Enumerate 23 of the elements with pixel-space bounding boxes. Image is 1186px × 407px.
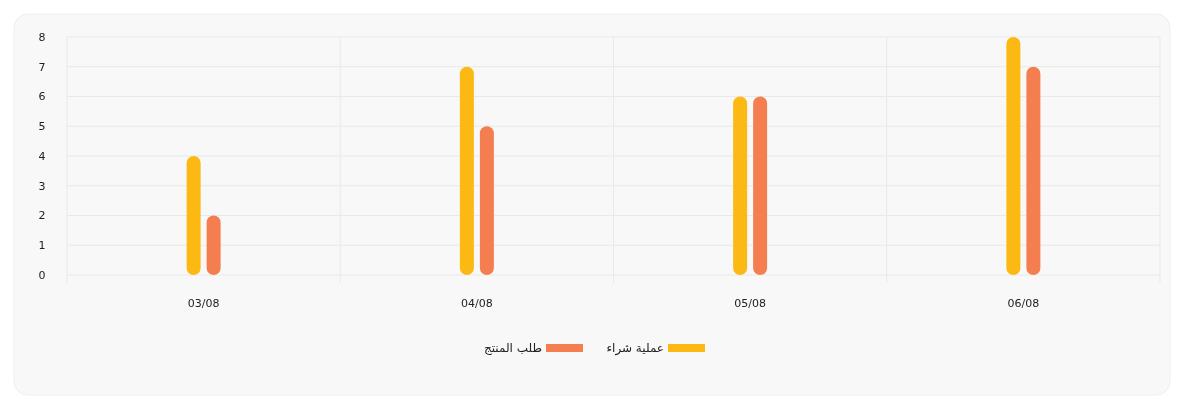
bar: [1026, 66, 1041, 275]
y-tick-label: 6: [38, 90, 46, 104]
bar: [479, 126, 494, 275]
y-tick-label: 8: [38, 30, 46, 44]
bar: [753, 96, 768, 275]
legend-label: عملية شراء: [606, 341, 664, 356]
y-tick-label: 3: [38, 179, 46, 193]
x-tick-label: 03/08: [187, 297, 220, 310]
y-tick-label: 1: [38, 239, 46, 253]
x-tick-label: 06/08: [1007, 297, 1040, 310]
y-tick-label: 7: [38, 60, 46, 74]
y-tick-label: 2: [38, 209, 46, 223]
bar: [206, 215, 221, 275]
legend-label: طلب المنتج: [483, 341, 542, 355]
x-tick-label: 04/08: [461, 297, 493, 310]
y-tick-label: 5: [38, 120, 46, 134]
y-tick-label: 4: [38, 149, 46, 163]
x-tick-label: 05/08: [734, 297, 766, 310]
y-tick-label: 0: [38, 268, 46, 282]
bar: [733, 96, 748, 275]
bar: [1006, 37, 1021, 275]
bar: [186, 156, 201, 275]
bar: [459, 66, 474, 275]
